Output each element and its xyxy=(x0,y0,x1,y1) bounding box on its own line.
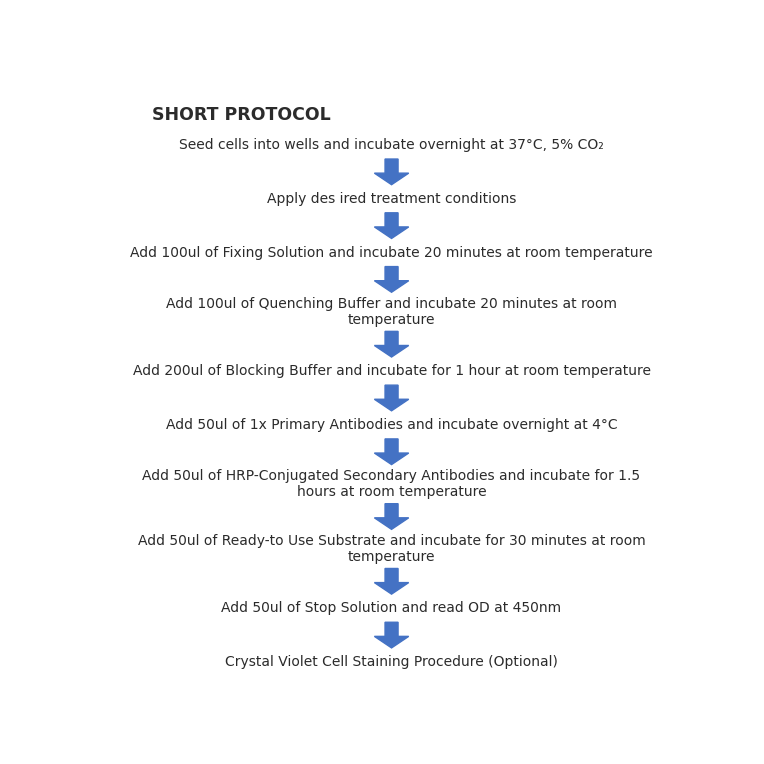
Text: Seed cells into wells and incubate overnight at 37°C, 5% CO₂: Seed cells into wells and incubate overn… xyxy=(180,138,604,152)
FancyArrow shape xyxy=(374,439,409,465)
FancyArrow shape xyxy=(374,267,409,293)
Text: SHORT PROTOCOL: SHORT PROTOCOL xyxy=(152,106,331,125)
FancyArrow shape xyxy=(374,568,409,594)
Text: Add 100ul of Fixing Solution and incubate 20 minutes at room temperature: Add 100ul of Fixing Solution and incubat… xyxy=(130,245,653,260)
FancyArrow shape xyxy=(374,332,409,357)
FancyArrow shape xyxy=(374,622,409,648)
FancyArrow shape xyxy=(374,159,409,185)
Text: Crystal Violet Cell Staining Procedure (Optional): Crystal Violet Cell Staining Procedure (… xyxy=(225,655,558,669)
FancyArrow shape xyxy=(374,503,409,529)
FancyArrow shape xyxy=(374,213,409,238)
FancyArrow shape xyxy=(374,385,409,411)
Text: Add 100ul of Quenching Buffer and incubate 20 minutes at room
temperature: Add 100ul of Quenching Buffer and incuba… xyxy=(166,296,617,327)
Text: Add 50ul of Ready-to Use Substrate and incubate for 30 minutes at room
temperatu: Add 50ul of Ready-to Use Substrate and i… xyxy=(138,534,646,564)
Text: Apply des ired treatment conditions: Apply des ired treatment conditions xyxy=(267,192,516,206)
Text: Add 50ul of 1x Primary Antibodies and incubate overnight at 4°C: Add 50ul of 1x Primary Antibodies and in… xyxy=(166,418,617,432)
Text: Add 50ul of HRP-Conjugated Secondary Antibodies and incubate for 1.5
hours at ro: Add 50ul of HRP-Conjugated Secondary Ant… xyxy=(143,469,640,499)
Text: Add 50ul of Stop Solution and read OD at 450nm: Add 50ul of Stop Solution and read OD at… xyxy=(222,601,562,615)
Text: Add 200ul of Blocking Buffer and incubate for 1 hour at room temperature: Add 200ul of Blocking Buffer and incubat… xyxy=(132,364,651,378)
